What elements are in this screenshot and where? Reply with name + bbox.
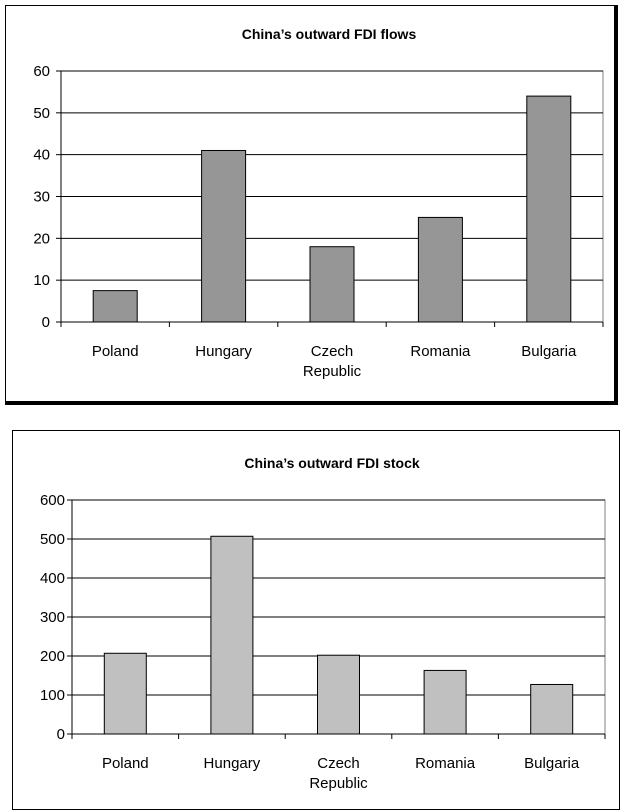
x-category-label: Bulgaria [521,343,577,360]
bar [526,95,572,323]
x-category-label: Romania [410,343,471,360]
y-tick-label: 30 [33,189,50,206]
bar [417,216,463,323]
fdi-stock-chart: China’s outward FDI stock 0 100 200 300 400 5… [40,455,606,792]
y-tick-label: 0 [42,314,50,331]
y-tick-label: 50 [33,105,50,122]
x-category-label: Poland [92,343,139,360]
y-tick-label: 400 [40,570,65,587]
y-tick-label: 40 [33,147,50,164]
plot-area: 0 10 20 30 40 50 60 Poland Hungary Czech Republic R… [33,63,604,380]
y-tick-label: 100 [40,687,65,704]
plot-area: 0 100 200 300 400 500 600 Poland Hungary Czech Rep… [40,492,606,792]
bar [92,290,138,323]
x-category-label: Poland [102,755,149,772]
fdi-flows-chart: China’s outward FDI flows 0 10 20 30 40 50 60 P… [33,26,604,380]
y-tick-label: 0 [57,726,65,743]
y-tick-label: 20 [33,230,50,247]
bar [309,246,355,323]
y-tick-label: 600 [40,492,65,509]
bar [317,654,360,735]
y-tick-label: 60 [33,63,50,80]
x-category-label: Czech Republic [303,343,362,380]
x-category-label: Romania [415,755,476,772]
y-tick-label: 300 [40,609,65,626]
chart-title: China’s outward FDI stock [244,455,419,471]
bar [423,669,467,735]
x-category-label: Czech Republic [309,755,368,792]
x-category-label: Bulgaria [524,755,580,772]
y-tick-label: 10 [33,272,50,289]
chart-title: China’s outward FDI flows [242,26,417,42]
y-tick-label: 500 [40,531,65,548]
bar [210,535,254,735]
bar [530,683,574,735]
bar [103,652,147,735]
fdi-stock-chart-panel: China’s outward FDI stock 0 100 200 300 400 5… [12,430,620,810]
fdi-flows-chart-panel: China’s outward FDI flows 0 10 20 30 40 50 60 P… [5,5,618,405]
x-category-label: Hungary [204,755,261,772]
y-tick-label: 200 [40,648,65,665]
bar [201,149,247,323]
x-category-label: Hungary [195,343,252,360]
